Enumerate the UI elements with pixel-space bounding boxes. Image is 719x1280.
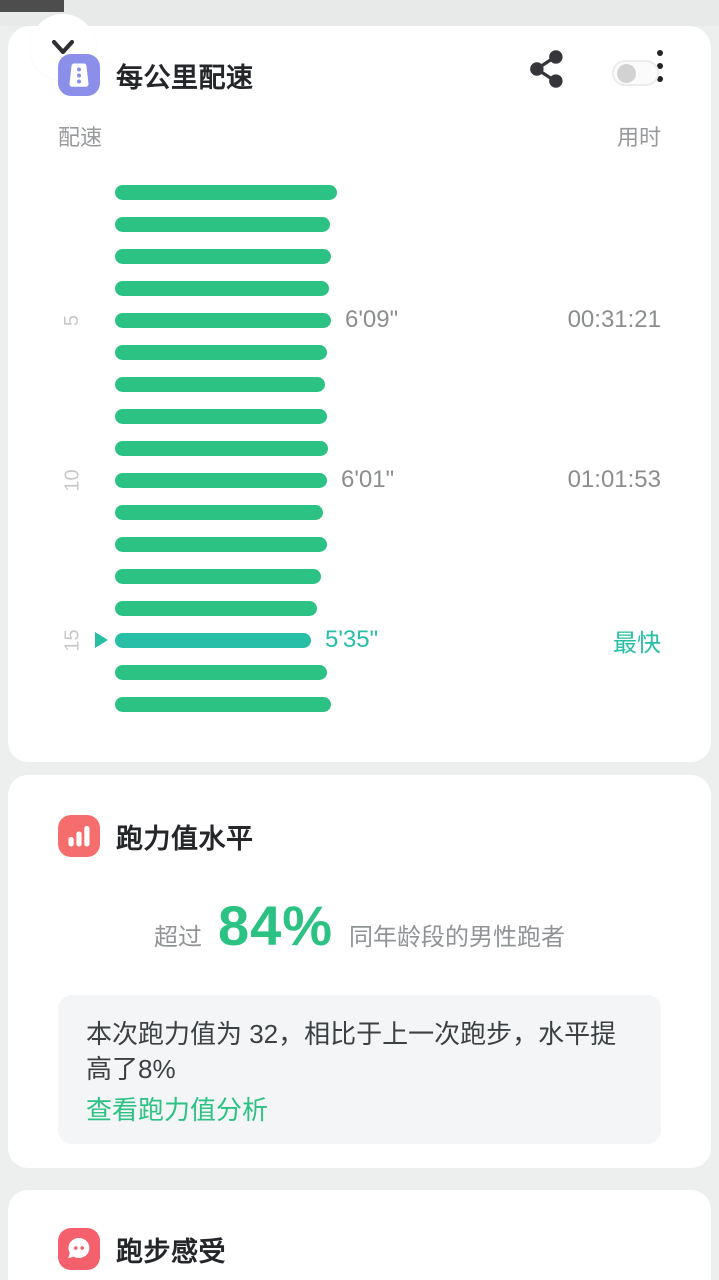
pace-bar: [115, 408, 327, 424]
pace-bar-row: [8, 336, 711, 368]
toggle-knob: [617, 64, 636, 83]
fastest-marker-slot: [88, 632, 115, 648]
pace-card: 每公里配速 配速 用时: [8, 14, 711, 762]
pace-bar-row: [8, 400, 711, 432]
pace-bar-row: [8, 688, 711, 720]
pace-bar: [115, 664, 327, 680]
pace-value-label: 6'09": [345, 306, 399, 333]
screen-edge-artifact: [0, 0, 64, 12]
pace-bar-row: [8, 496, 711, 528]
pace-bar-row: [8, 432, 711, 464]
feel-card-header: 跑步感受: [8, 1228, 711, 1270]
chevron-down-icon: [51, 39, 75, 55]
elapsed-time-label: 01:01:53: [567, 466, 661, 493]
pace-bar: [115, 344, 327, 360]
km-axis-tick: 10: [61, 468, 84, 492]
elapsed-time-label: 00:31:21: [567, 306, 661, 333]
chat-bubble-icon: [58, 1228, 100, 1270]
pace-bar-row: [8, 592, 711, 624]
pace-bar-row: 5 6'09" 00:31:21: [8, 304, 711, 336]
pace-bar: [115, 600, 317, 616]
power-card: 跑力值水平 超过 84% 同年龄段的男性跑者 本次跑力值为 32，相比于上一次跑…: [8, 775, 711, 1168]
pace-bar: [115, 312, 331, 328]
pace-bar-row: [8, 208, 711, 240]
pace-bar: [115, 280, 329, 296]
pace-card-header: 每公里配速: [8, 54, 711, 96]
more-menu-button[interactable]: [651, 44, 669, 88]
pace-bar-row: [8, 368, 711, 400]
share-icon: [530, 50, 563, 88]
pace-bar-row: 15 5'35" 最快: [8, 624, 711, 657]
km-axis-tick: 15: [61, 628, 84, 652]
pace-bar: [115, 248, 331, 264]
bar-chart-icon: [58, 815, 100, 857]
pace-chart-toggle[interactable]: [612, 60, 659, 86]
pace-value-label: 6'01": [341, 466, 395, 493]
pace-column-label: 配速: [58, 125, 103, 150]
pace-bar: [115, 376, 325, 392]
pace-bar: [115, 184, 337, 200]
stat-prefix: 超过: [153, 924, 202, 951]
power-card-header: 跑力值水平: [8, 815, 711, 857]
power-card-title: 跑力值水平: [116, 823, 254, 854]
stat-suffix: 同年龄段的男性跑者: [349, 924, 566, 951]
view-power-analysis-link[interactable]: 查看跑力值分析: [86, 1093, 268, 1128]
pace-bar-row: [8, 240, 711, 272]
pace-bar-row: [8, 272, 711, 304]
pace-bar-row: [8, 176, 711, 208]
share-button[interactable]: [523, 44, 571, 97]
pace-bar: [115, 632, 311, 648]
elapsed-time-label: 最快: [613, 629, 661, 657]
pace-bar-row: [8, 528, 711, 560]
pace-bar: [115, 472, 327, 488]
route-road-icon: [58, 54, 100, 96]
stat-percent-value: 84%: [217, 894, 334, 957]
pace-value-label: 5'35": [325, 626, 379, 653]
pace-bar: [115, 536, 327, 552]
pace-card-title: 每公里配速: [116, 62, 254, 93]
pace-bar-row: [8, 656, 711, 688]
pace-bar: [115, 696, 331, 712]
fastest-triangle-icon: [95, 632, 108, 648]
background-strip: [0, 0, 719, 26]
pace-bar: [115, 568, 321, 584]
power-percentile-stat: 超过 84% 同年龄段的男性跑者: [8, 893, 711, 963]
power-info-box: 本次跑力值为 32，相比于上一次跑步，水平提高了8% 查看跑力值分析: [58, 995, 661, 1145]
pace-bar-chart: 5 6'09" 00:31:21: [8, 176, 711, 720]
kebab-menu-icon: [657, 50, 663, 82]
feel-card-title: 跑步感受: [116, 1236, 226, 1267]
pace-bar-row: 10 6'01" 01:01:53: [8, 464, 711, 496]
pace-bar: [115, 440, 328, 456]
km-axis-tick: 5: [61, 314, 84, 326]
chart-column-headers: 配速 用时: [8, 120, 711, 150]
feel-card: 跑步感受: [8, 1190, 711, 1280]
pace-bar: [115, 216, 330, 232]
pace-bar-row: [8, 560, 711, 592]
time-column-label: 用时: [616, 125, 661, 150]
power-info-text: 本次跑力值为 32，相比于上一次跑步，水平提高了8%: [86, 1019, 617, 1085]
pace-bar: [115, 504, 323, 520]
